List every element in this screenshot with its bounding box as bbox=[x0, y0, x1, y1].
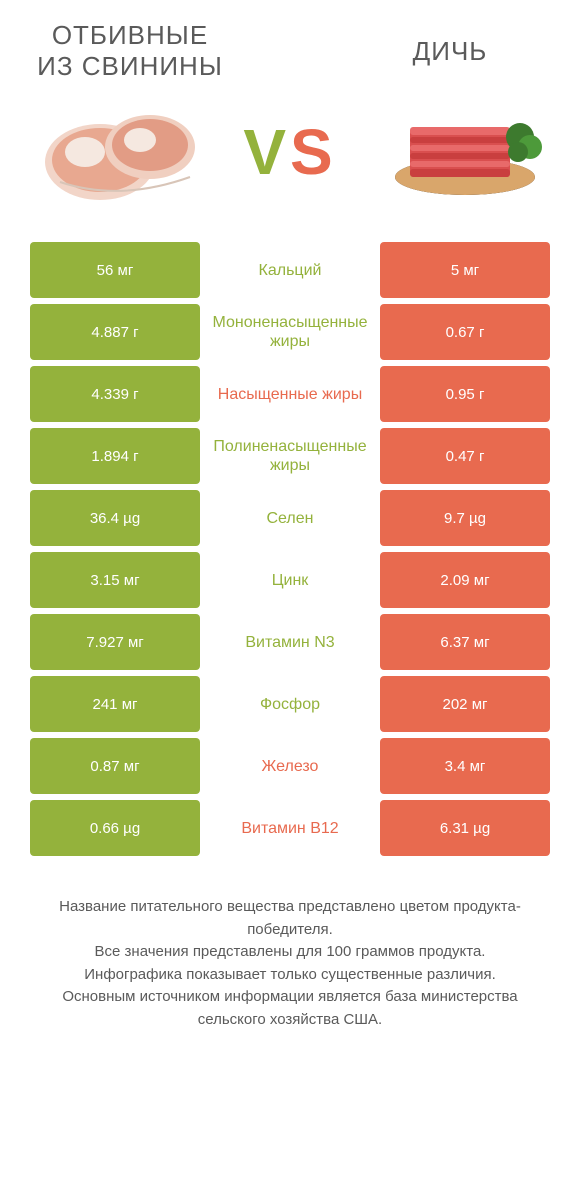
right-value-cell: 0.95 г bbox=[380, 366, 550, 422]
table-row: 1.894 гПолиненасыщенные жиры0.47 г bbox=[30, 428, 550, 484]
footer-line-3: Инфографика показывает только существенн… bbox=[40, 964, 540, 987]
left-value-cell: 0.87 мг bbox=[30, 738, 200, 794]
vs-label: VS bbox=[243, 115, 336, 189]
right-value-cell: 0.47 г bbox=[380, 428, 550, 484]
table-row: 36.4 µgСелен9.7 µg bbox=[30, 490, 550, 546]
left-value-cell: 0.66 µg bbox=[30, 800, 200, 856]
right-value-cell: 6.31 µg bbox=[380, 800, 550, 856]
left-value-cell: 3.15 мг bbox=[30, 552, 200, 608]
vs-letter-s: S bbox=[290, 116, 337, 188]
left-value-cell: 1.894 г bbox=[30, 428, 200, 484]
left-value-cell: 241 мг bbox=[30, 676, 200, 732]
right-value-cell: 5 мг bbox=[380, 242, 550, 298]
game-meat-image bbox=[370, 92, 550, 212]
nutrient-label: Витамин N3 bbox=[200, 614, 380, 670]
right-value-cell: 9.7 µg bbox=[380, 490, 550, 546]
nutrient-label: Фосфор bbox=[200, 676, 380, 732]
vs-letter-v: V bbox=[243, 116, 290, 188]
footer-line-4: Основным источником информации является … bbox=[40, 986, 540, 1031]
left-value-cell: 56 мг bbox=[30, 242, 200, 298]
left-value-cell: 4.339 г bbox=[30, 366, 200, 422]
left-value-cell: 4.887 г bbox=[30, 304, 200, 360]
infographic-container: ОТБИВНЫЕ ИЗ СВИНИНЫ ДИЧЬ VS bbox=[0, 0, 580, 1051]
nutrient-label: Цинк bbox=[200, 552, 380, 608]
right-value-cell: 202 мг bbox=[380, 676, 550, 732]
right-product-title: ДИЧЬ bbox=[350, 36, 550, 67]
right-value-cell: 3.4 мг bbox=[380, 738, 550, 794]
footer-line-1: Название питательного вещества представл… bbox=[40, 896, 540, 941]
right-value-cell: 0.67 г bbox=[380, 304, 550, 360]
nutrient-label: Витамин B12 bbox=[200, 800, 380, 856]
images-row: VS bbox=[30, 92, 550, 212]
table-row: 4.887 гМононенасыщенные жиры0.67 г bbox=[30, 304, 550, 360]
nutrient-label: Кальций bbox=[200, 242, 380, 298]
pork-chop-image bbox=[30, 92, 210, 212]
table-row: 7.927 мгВитамин N36.37 мг bbox=[30, 614, 550, 670]
right-value-cell: 2.09 мг bbox=[380, 552, 550, 608]
left-value-cell: 7.927 мг bbox=[30, 614, 200, 670]
comparison-table: 56 мгКальций5 мг 4.887 гМононенасыщенные … bbox=[30, 242, 550, 856]
table-row: 3.15 мгЦинк2.09 мг bbox=[30, 552, 550, 608]
nutrient-label: Насыщенные жиры bbox=[200, 366, 380, 422]
table-row: 4.339 гНасыщенные жиры0.95 г bbox=[30, 366, 550, 422]
table-row: 0.87 мгЖелезо3.4 мг bbox=[30, 738, 550, 794]
table-row: 241 мгФосфор202 мг bbox=[30, 676, 550, 732]
nutrient-label: Железо bbox=[200, 738, 380, 794]
left-product-title: ОТБИВНЫЕ ИЗ СВИНИНЫ bbox=[30, 20, 230, 82]
nutrient-label: Селен bbox=[200, 490, 380, 546]
footer-line-2: Все значения представлены для 100 граммо… bbox=[40, 941, 540, 964]
nutrient-label: Мононенасыщенные жиры bbox=[200, 304, 380, 360]
right-value-cell: 6.37 мг bbox=[380, 614, 550, 670]
header: ОТБИВНЫЕ ИЗ СВИНИНЫ ДИЧЬ bbox=[30, 20, 550, 82]
table-row: 0.66 µgВитамин B126.31 µg bbox=[30, 800, 550, 856]
table-row: 56 мгКальций5 мг bbox=[30, 242, 550, 298]
nutrient-label: Полиненасыщенные жиры bbox=[200, 428, 380, 484]
footer-notes: Название питательного вещества представл… bbox=[30, 896, 550, 1031]
left-value-cell: 36.4 µg bbox=[30, 490, 200, 546]
